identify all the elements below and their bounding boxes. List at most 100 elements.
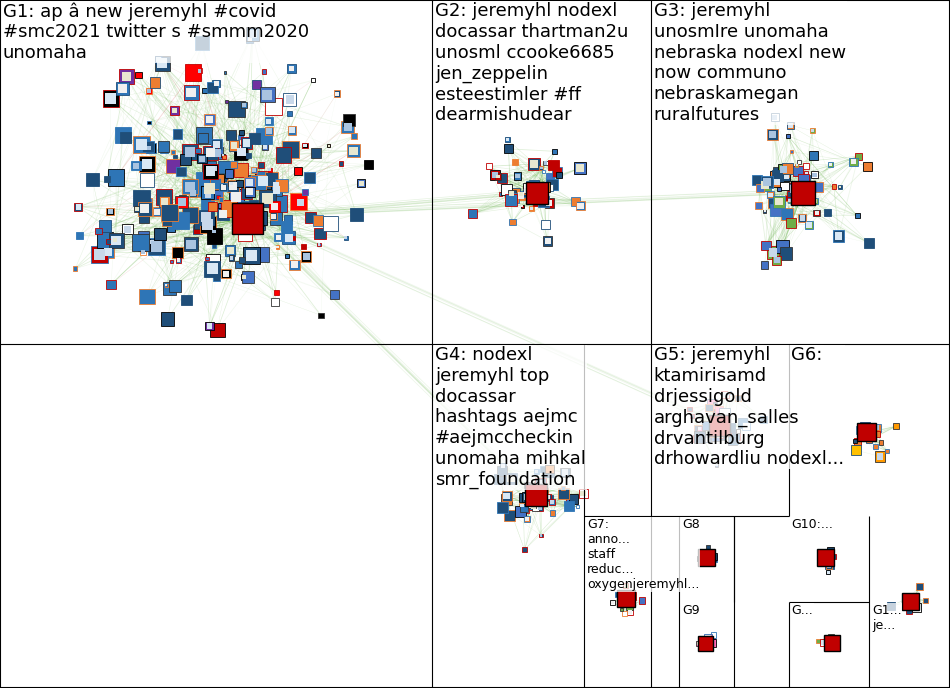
Bar [276, 245, 279, 249]
Bar [714, 406, 723, 413]
Bar [177, 166, 186, 176]
Bar [838, 185, 842, 189]
Bar [172, 247, 182, 258]
Bar [289, 127, 294, 133]
Bar [169, 280, 181, 292]
Text: G3: jeremyhl
unosmIre unomaha
nebraska nodexl new
now communo
nebraskamegan
rura: G3: jeremyhl unosmIre unomaha nebraska n… [654, 2, 846, 124]
Bar [199, 210, 214, 225]
Bar [133, 190, 149, 206]
Bar [877, 453, 884, 460]
Bar [156, 189, 172, 205]
Bar [249, 133, 260, 144]
Text: G1...
je...: G1... je... [872, 604, 902, 632]
Bar [875, 431, 880, 437]
Bar [180, 153, 191, 165]
Bar [811, 171, 818, 178]
Bar [551, 467, 554, 471]
Bar [211, 139, 221, 150]
Bar [770, 204, 781, 216]
Bar [710, 634, 715, 639]
Bar [262, 178, 265, 181]
Bar [522, 492, 532, 502]
Bar [704, 436, 711, 442]
Bar [211, 188, 223, 200]
Bar [540, 182, 550, 192]
Bar [523, 515, 530, 522]
Bar [266, 118, 272, 124]
Bar [206, 179, 220, 193]
Bar [797, 160, 801, 164]
Bar [870, 436, 873, 440]
Bar [537, 502, 541, 506]
Bar [276, 235, 280, 239]
Bar [265, 98, 282, 115]
Bar [578, 202, 583, 208]
Bar [728, 391, 731, 394]
Bar [710, 429, 718, 438]
Bar [248, 30, 256, 39]
Bar [532, 504, 539, 510]
Bar [262, 89, 273, 100]
Bar [242, 140, 250, 147]
Bar [201, 186, 215, 200]
Bar [229, 189, 244, 204]
Bar [537, 480, 544, 487]
Bar [527, 193, 534, 199]
Bar [140, 249, 146, 255]
Bar [214, 81, 218, 86]
Text: G8: G8 [682, 518, 700, 531]
Bar [694, 425, 702, 433]
Bar [544, 238, 551, 244]
Bar [521, 504, 524, 508]
Bar [205, 254, 220, 269]
Bar [711, 430, 716, 436]
Bar [165, 284, 167, 286]
Bar [762, 179, 769, 186]
Bar [196, 127, 213, 144]
Bar [213, 80, 220, 87]
Bar [283, 93, 296, 106]
Bar [550, 510, 555, 515]
Bar [850, 159, 856, 164]
Bar [825, 644, 830, 650]
Bar [205, 215, 211, 221]
Bar [501, 184, 512, 195]
Bar [805, 171, 808, 175]
Bar [236, 261, 242, 268]
Bar [104, 176, 109, 182]
Bar [364, 160, 372, 169]
Bar [184, 147, 195, 158]
Bar [529, 495, 532, 499]
Bar [523, 182, 528, 188]
Bar [714, 424, 721, 431]
Bar [206, 116, 213, 123]
Bar [803, 163, 808, 169]
Bar [786, 218, 796, 228]
Bar [826, 563, 832, 570]
Bar [505, 473, 517, 484]
Bar [271, 203, 278, 210]
Bar [797, 191, 805, 199]
Bar [535, 478, 546, 489]
Bar [507, 475, 515, 482]
Bar [782, 163, 793, 174]
Bar [520, 503, 525, 508]
Bar [545, 465, 554, 473]
Bar [561, 486, 565, 490]
Bar [540, 466, 545, 472]
Bar [722, 392, 728, 397]
Bar [712, 557, 715, 561]
Bar [719, 409, 730, 419]
Bar [560, 468, 570, 477]
Bar [735, 429, 740, 433]
Bar [139, 156, 155, 172]
Bar [530, 160, 538, 168]
Bar [173, 129, 181, 138]
Bar [311, 78, 314, 83]
Bar [504, 144, 513, 153]
Bar [798, 198, 803, 203]
Bar [827, 547, 834, 554]
Text: G10:...: G10:... [791, 518, 833, 531]
Bar [166, 224, 176, 232]
Bar [323, 216, 338, 231]
